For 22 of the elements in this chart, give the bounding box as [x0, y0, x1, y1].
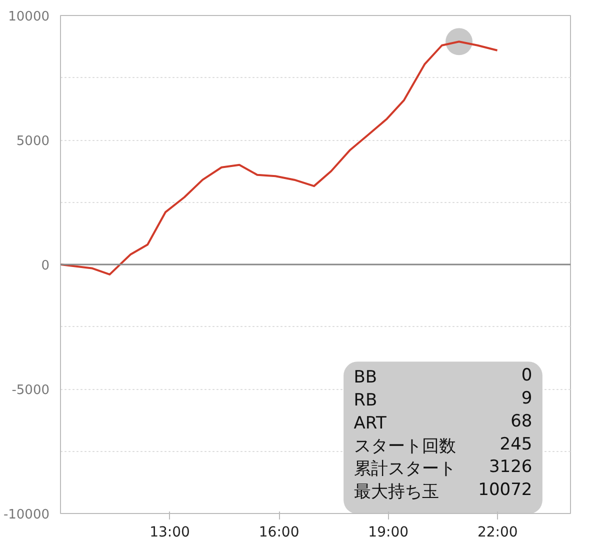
annotation: 10072: [478, 480, 532, 500]
x-tick-label: 16:00: [258, 524, 300, 540]
y-tick-label: -10000: [3, 508, 50, 522]
annotation: ART: [354, 413, 387, 434]
annotation: 0: [521, 366, 532, 386]
line-series: [60, 40, 498, 276]
x-tick-label: 19:00: [368, 524, 409, 540]
annotation: 3126: [488, 457, 532, 478]
x-tick-label: 22:00: [477, 524, 518, 540]
y-tick-label: 0: [41, 258, 50, 274]
annotation: 累計スタート: [354, 459, 456, 480]
x-tick-label: 13:00: [150, 524, 190, 540]
annotation: スタート回数: [354, 436, 456, 456]
annotation: 9: [521, 388, 532, 408]
y-tick-label: 5000: [16, 134, 50, 149]
annotation: 最大持ち玉: [354, 482, 439, 502]
annotation: 245: [500, 434, 532, 454]
annotation: BB: [354, 368, 378, 388]
annotation: 68: [510, 411, 532, 432]
annotation: RB: [354, 390, 378, 410]
y-tick-label: 10000: [8, 10, 50, 24]
y-tick-label: -5000: [12, 383, 50, 398]
